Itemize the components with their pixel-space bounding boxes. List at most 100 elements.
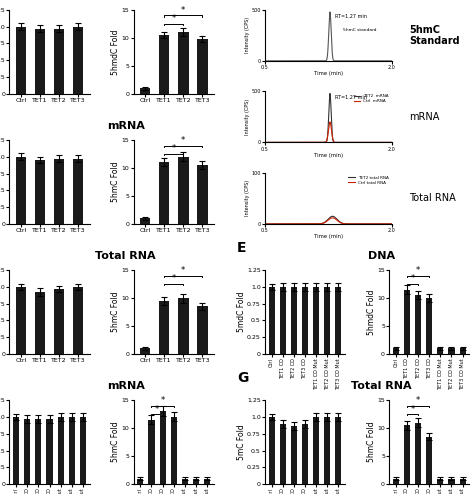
Y-axis label: 5hmC Fold: 5hmC Fold bbox=[367, 422, 376, 462]
Y-axis label: 5hmdC Fold: 5hmdC Fold bbox=[367, 289, 376, 335]
Bar bbox=[193, 479, 199, 484]
Text: *: * bbox=[155, 405, 159, 413]
Bar bbox=[73, 287, 83, 354]
Bar bbox=[58, 417, 64, 484]
Bar bbox=[459, 348, 465, 354]
Bar bbox=[178, 298, 189, 354]
Bar bbox=[302, 424, 308, 484]
Bar bbox=[178, 32, 189, 94]
Bar bbox=[448, 348, 455, 354]
Bar bbox=[313, 417, 319, 484]
Bar bbox=[159, 35, 170, 94]
Text: *: * bbox=[161, 396, 165, 405]
Bar bbox=[80, 417, 86, 484]
Bar bbox=[159, 163, 170, 224]
X-axis label: Time (min): Time (min) bbox=[314, 153, 343, 158]
Text: 5hmC standard: 5hmC standard bbox=[344, 28, 377, 32]
Bar bbox=[171, 417, 177, 484]
Bar bbox=[324, 417, 330, 484]
Bar bbox=[291, 287, 297, 354]
Text: B: B bbox=[208, 0, 219, 1]
Y-axis label: 5hmdC Fold: 5hmdC Fold bbox=[111, 29, 120, 75]
Y-axis label: 5hmC Fold: 5hmC Fold bbox=[111, 162, 120, 202]
Y-axis label: 5mC Fold: 5mC Fold bbox=[237, 424, 246, 460]
Bar bbox=[35, 160, 45, 224]
X-axis label: Time (min): Time (min) bbox=[314, 72, 343, 77]
Text: *: * bbox=[181, 136, 185, 145]
Bar bbox=[335, 287, 341, 354]
Bar bbox=[54, 159, 64, 224]
Bar bbox=[302, 287, 308, 354]
Text: *: * bbox=[410, 405, 415, 413]
Bar bbox=[335, 417, 341, 484]
Y-axis label: 5mdC Fold: 5mdC Fold bbox=[237, 292, 246, 332]
Legend: TET2 total RNA, Ctrl total RNA: TET2 total RNA, Ctrl total RNA bbox=[347, 175, 390, 186]
Bar bbox=[54, 29, 64, 94]
Bar bbox=[69, 417, 75, 484]
Bar bbox=[269, 287, 274, 354]
Bar bbox=[73, 159, 83, 224]
Title: DNA: DNA bbox=[367, 251, 395, 261]
Title: Total RNA: Total RNA bbox=[95, 251, 156, 261]
Bar bbox=[140, 88, 150, 94]
Bar bbox=[148, 420, 155, 484]
Bar bbox=[160, 412, 166, 484]
Text: *: * bbox=[416, 266, 420, 275]
Bar bbox=[393, 348, 399, 354]
Text: *: * bbox=[181, 266, 185, 275]
Bar bbox=[204, 479, 210, 484]
Bar bbox=[426, 437, 432, 484]
Text: *: * bbox=[181, 6, 185, 15]
Bar bbox=[137, 479, 144, 484]
Bar bbox=[437, 479, 443, 484]
Title: Total RNA: Total RNA bbox=[351, 381, 411, 391]
Legend: TET2  mRNA, Ctrl  mRNA: TET2 mRNA, Ctrl mRNA bbox=[353, 93, 390, 104]
Text: *: * bbox=[416, 396, 420, 405]
Bar bbox=[415, 422, 421, 484]
Bar bbox=[140, 348, 150, 354]
Y-axis label: 5hmC Fold: 5hmC Fold bbox=[111, 422, 120, 462]
Bar bbox=[415, 295, 421, 354]
Text: *: * bbox=[410, 275, 415, 284]
Bar bbox=[159, 301, 170, 354]
Text: *: * bbox=[172, 14, 176, 23]
Text: RT=1.27 min: RT=1.27 min bbox=[335, 95, 366, 100]
Text: *: * bbox=[172, 144, 176, 153]
Bar bbox=[448, 479, 455, 484]
Bar bbox=[36, 419, 42, 484]
Bar bbox=[35, 29, 45, 94]
Text: *: * bbox=[172, 275, 176, 284]
Bar bbox=[46, 419, 53, 484]
Bar bbox=[197, 165, 208, 224]
Text: mRNA: mRNA bbox=[409, 112, 439, 122]
Bar bbox=[178, 157, 189, 224]
Bar bbox=[404, 425, 410, 484]
Y-axis label: Intensity (CPS): Intensity (CPS) bbox=[245, 180, 250, 216]
Bar bbox=[73, 27, 83, 94]
Bar bbox=[404, 289, 410, 354]
Bar bbox=[291, 426, 297, 484]
Title: DNA: DNA bbox=[112, 0, 139, 1]
Bar bbox=[54, 289, 64, 354]
Bar bbox=[13, 417, 19, 484]
Bar bbox=[197, 306, 208, 354]
X-axis label: Time (min): Time (min) bbox=[314, 235, 343, 240]
Text: G: G bbox=[237, 371, 248, 385]
Title: mRNA: mRNA bbox=[107, 381, 145, 391]
Bar bbox=[16, 157, 26, 224]
Y-axis label: 5hmC Fold: 5hmC Fold bbox=[111, 292, 120, 332]
Bar bbox=[324, 287, 330, 354]
Bar bbox=[182, 479, 188, 484]
Bar bbox=[35, 291, 45, 354]
Y-axis label: Intensity (CPS): Intensity (CPS) bbox=[245, 99, 250, 135]
Bar bbox=[426, 298, 432, 354]
Text: RT=1.27 min: RT=1.27 min bbox=[335, 14, 366, 19]
Text: Total RNA: Total RNA bbox=[409, 194, 456, 204]
Bar bbox=[140, 218, 150, 224]
Bar bbox=[280, 424, 286, 484]
Bar bbox=[393, 479, 399, 484]
Bar bbox=[313, 287, 319, 354]
Bar bbox=[16, 27, 26, 94]
Bar bbox=[437, 348, 443, 354]
Bar bbox=[24, 419, 30, 484]
